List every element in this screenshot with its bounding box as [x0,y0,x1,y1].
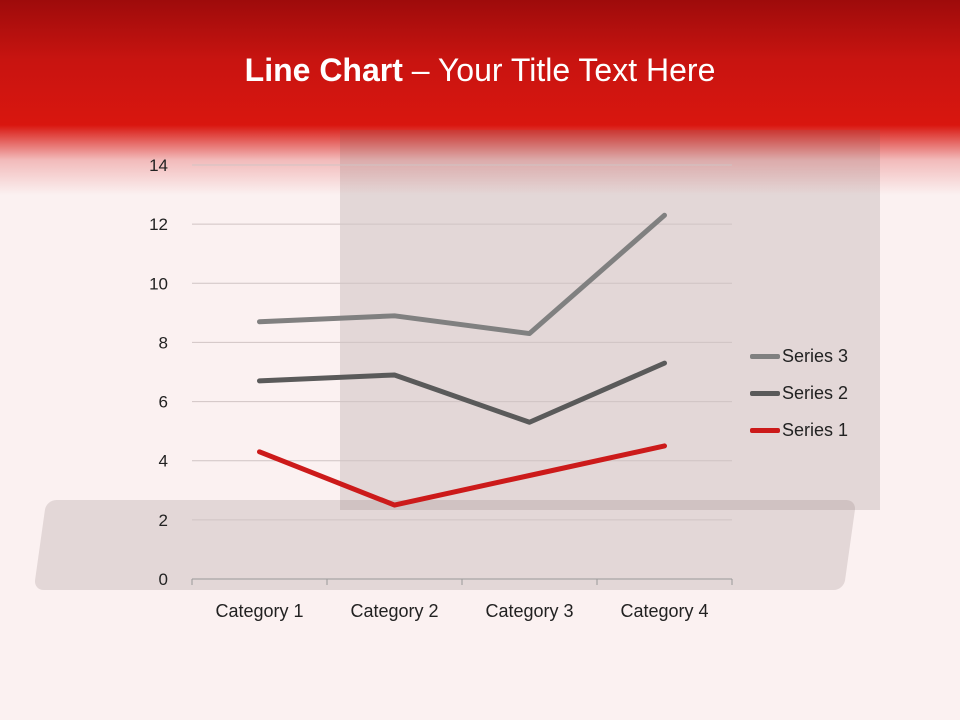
y-tick-label: 2 [159,511,168,530]
y-tick-label: 12 [149,215,168,234]
y-tick-label: 10 [149,274,168,293]
series-line-3 [257,212,667,337]
slide-title: Line Chart – Your Title Text Here [0,52,960,89]
legend-label: Series 3 [782,346,849,366]
y-tick-label: 8 [159,333,168,352]
title-bar [0,0,960,195]
chart-legend: Series 3 Series 2 Series 1 [750,338,848,449]
x-tick-label: Category 1 [215,601,303,621]
series-line-1 [257,443,667,508]
title-bold: Line Chart [244,52,403,88]
series-line-2 [257,360,667,425]
legend-swatch [750,428,780,433]
legend-item: Series 2 [750,375,848,412]
legend-label: Series 2 [782,383,849,403]
y-tick-label: 4 [159,452,168,471]
x-tick-label: Category 3 [485,601,573,621]
y-tick-label: 14 [149,156,168,175]
y-tick-label: 6 [159,393,168,412]
x-tick-label: Category 2 [350,601,438,621]
legend-swatch [750,354,780,359]
legend-item: Series 1 [750,412,848,449]
title-rest: – Your Title Text Here [402,52,716,88]
legend-item: Series 3 [750,338,848,375]
x-tick-label: Category 4 [620,601,708,621]
legend-label: Series 1 [782,420,849,440]
legend-swatch [750,391,780,396]
y-tick-label: 0 [159,570,168,589]
